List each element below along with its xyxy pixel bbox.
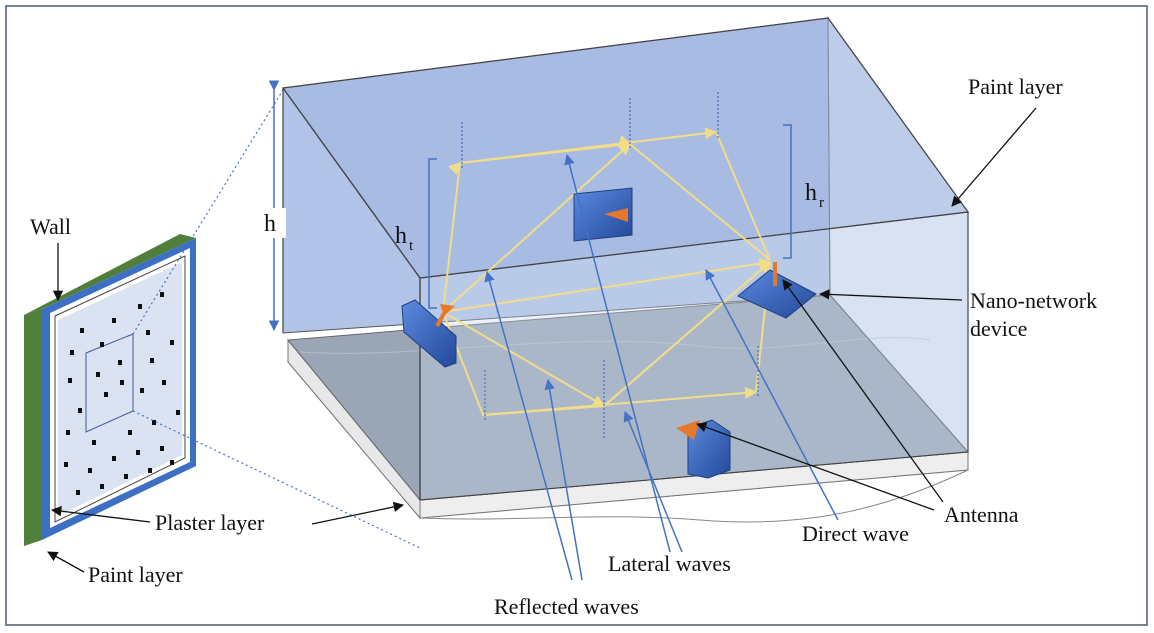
label-hr: h r: [805, 180, 824, 211]
direct-wave-path: [442, 257, 772, 313]
label-antenna: Antenna: [944, 502, 1019, 527]
pointer-lateral-2: [623, 411, 683, 553]
label-wall: Wall: [30, 214, 71, 239]
label-plaster-layer: Plaster layer: [155, 510, 265, 535]
pointer-nano-device: [818, 289, 963, 301]
wave-paths: [442, 127, 772, 417]
label-direct-wave: Direct wave: [802, 521, 909, 546]
pointer-plaster-right: [311, 501, 405, 525]
wave-upper-right: [715, 131, 771, 261]
svg-text:h: h: [805, 180, 817, 206]
wave-pointers: [484, 153, 839, 581]
nano-particles: [64, 292, 180, 495]
svg-text:t: t: [409, 238, 414, 254]
label-nano-device-1: Nano-network: [970, 288, 1097, 313]
device-bottom: [687, 419, 731, 479]
svg-text:r: r: [819, 195, 824, 211]
wall-side-green: [24, 309, 42, 546]
label-ht: h t: [395, 223, 414, 254]
device-center: [573, 187, 633, 242]
wall-illustration: [24, 234, 196, 546]
label-pointers: [47, 107, 1037, 573]
label-paint-layer-left: Paint layer: [88, 562, 183, 587]
pointer-reflected-1: [484, 270, 573, 581]
pointer-plaster-left: [50, 505, 151, 523]
device-right: [737, 269, 817, 319]
pointer-antenna-2: [696, 422, 935, 511]
wave-upper-segment: [459, 127, 718, 164]
label-paint-layer-top: Paint layer: [968, 74, 1063, 99]
wave-cross-2: [442, 311, 606, 407]
wall-inner-outline: [54, 255, 186, 523]
pointer-lateral-1: [564, 153, 671, 553]
zoom-line-bottom: [132, 410, 421, 549]
label-reflected-waves: Reflected waves: [494, 594, 639, 619]
pointer-direct: [705, 269, 839, 521]
wave-lower-segment: [482, 386, 758, 416]
pointer-paint-left: [47, 551, 85, 573]
pointer-reflected-2: [544, 378, 583, 581]
room-box: [281, 16, 970, 523]
height-markers: [262, 80, 792, 332]
antenna-bottom: [676, 420, 700, 440]
svg-text:h: h: [395, 223, 407, 249]
dashed-markers: [461, 92, 759, 440]
device-left: [401, 299, 457, 368]
label-h: h: [264, 211, 276, 237]
ht-bracket: [428, 158, 437, 309]
label-nano-device-2: device: [970, 316, 1027, 341]
nano-network-devices: [401, 187, 817, 479]
antenna-center: [604, 208, 628, 222]
label-lateral-waves: Lateral waves: [608, 551, 731, 576]
pointer-paint-top: [951, 107, 1037, 207]
wall-top-green: [24, 234, 196, 315]
hr-bracket: [783, 124, 792, 259]
wave-cross-1: [442, 143, 631, 313]
wall-face: [58, 262, 182, 516]
pointer-antenna-1: [782, 279, 944, 503]
